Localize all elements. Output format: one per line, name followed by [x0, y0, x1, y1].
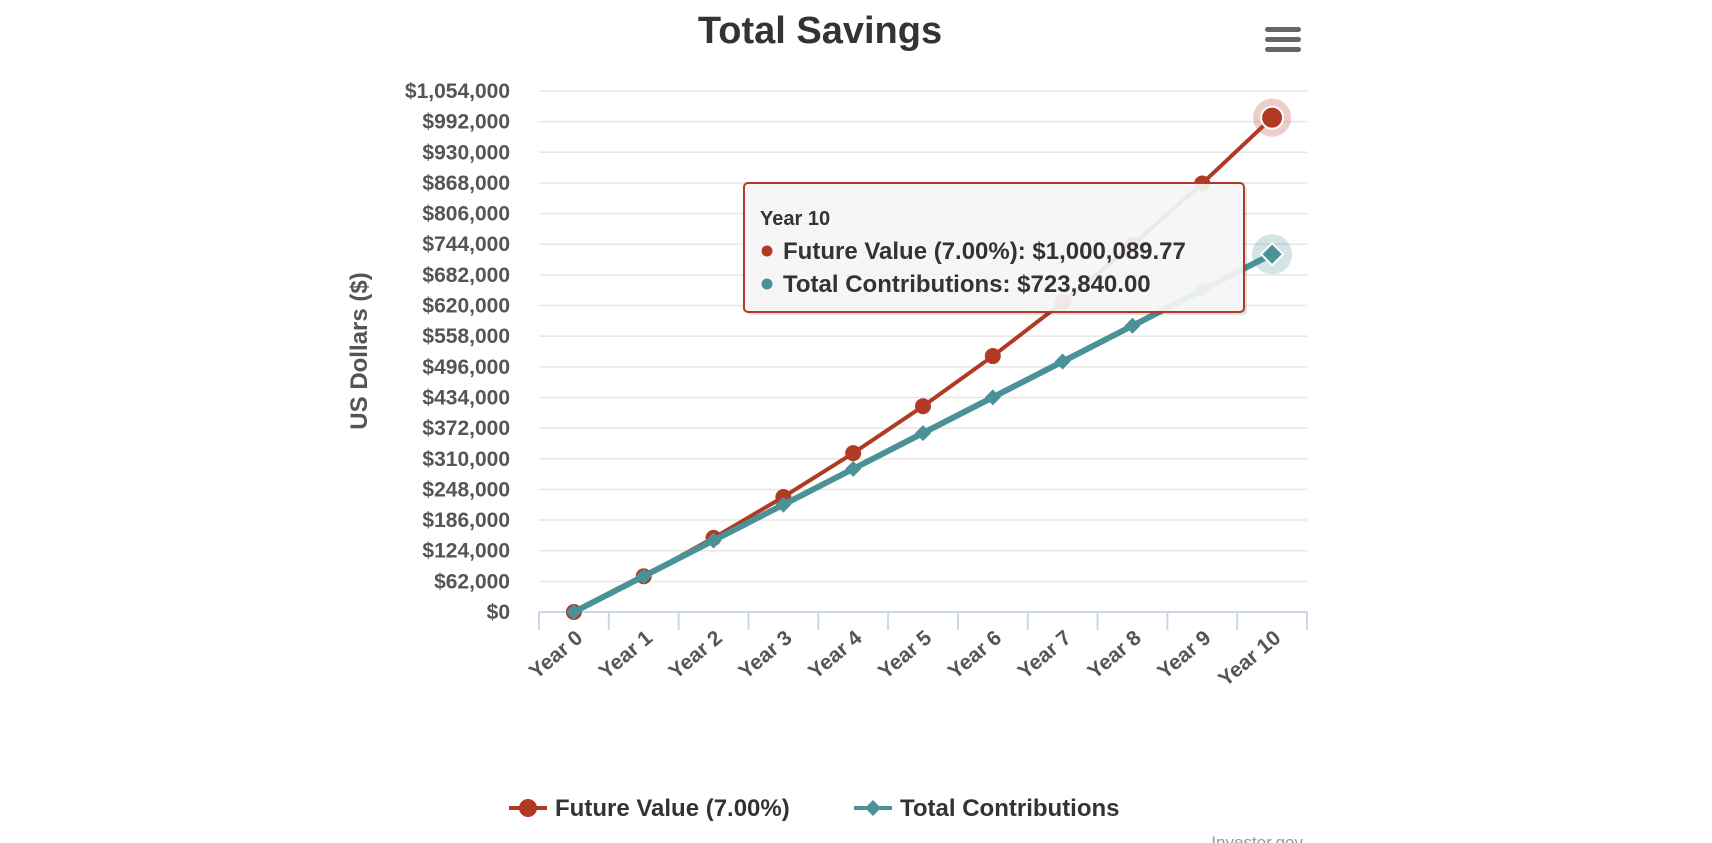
y-tick-label: $434,000	[422, 386, 510, 409]
legend-label: Total Contributions	[900, 795, 1120, 822]
y-axis-ticks: $0 $62,000 $124,000 $186,000 $248,000 $310,00…	[405, 80, 510, 624]
chart-title: Total Savings	[698, 10, 942, 52]
data-point	[845, 460, 862, 477]
x-tick-label: Year 10	[1214, 626, 1285, 691]
tooltip-label: Total Contributions: $723,840.00	[783, 271, 1151, 298]
x-tick-label: Year 8	[1083, 626, 1145, 684]
x-tick-label: Year 9	[1153, 626, 1215, 683]
legend-marker	[865, 800, 881, 816]
y-tick-label: $1,054,000	[405, 80, 510, 103]
tooltip-box	[743, 182, 1245, 313]
y-axis-label: US Dollars ($)	[346, 272, 373, 429]
x-axis: Year 0 Year 1 Year 2 Year 3 Year 4 Year 5 Year…	[525, 611, 1308, 691]
data-point	[565, 604, 582, 620]
y-tick-label: $682,000	[422, 264, 510, 287]
data-point	[1259, 241, 1285, 267]
y-tick-label: $310,000	[422, 448, 510, 471]
x-tick-label: Year 7	[1014, 626, 1076, 683]
y-tick-label: $558,000	[422, 325, 510, 348]
data-point	[775, 496, 792, 513]
tooltip-title: Year 10	[760, 208, 830, 230]
legend-marker	[519, 799, 537, 817]
legend: Future Value (7.00%) Total Contributions	[509, 795, 1120, 822]
y-tick-label: $868,000	[422, 172, 510, 195]
grid-lines	[539, 90, 1307, 583]
chart-menu-button[interactable]	[1250, 18, 1310, 64]
data-point	[1260, 105, 1285, 130]
data-point	[915, 398, 931, 415]
series-future-value	[565, 98, 1292, 620]
tooltip: Year 10 Future Value (7.00%): $1,000,089.…	[743, 182, 1247, 315]
y-tick-label: $62,000	[434, 570, 510, 593]
hamburger-menu-icon	[1265, 27, 1301, 52]
x-tick-label: Year 3	[734, 626, 796, 683]
y-tick-label: $806,000	[422, 203, 510, 226]
y-tick-label: $992,000	[422, 111, 510, 134]
y-tick-label: $248,000	[422, 478, 510, 501]
tooltip-bullet	[761, 245, 773, 257]
y-tick-label: $744,000	[422, 233, 510, 256]
legend-label: Future Value (7.00%)	[555, 795, 790, 822]
legend-item-future-value[interactable]: Future Value (7.00%)	[509, 795, 790, 822]
data-point	[1124, 317, 1141, 334]
y-tick-label: $620,000	[422, 295, 510, 318]
y-tick-label: $930,000	[422, 141, 510, 164]
x-tick-label: Year 4	[804, 626, 866, 684]
y-tick-label: $186,000	[422, 509, 510, 532]
x-tick-label: Year 2	[665, 626, 727, 683]
data-point	[915, 425, 931, 442]
series	[565, 98, 1293, 620]
y-tick-label: $372,000	[422, 417, 510, 440]
data-point	[984, 389, 1001, 406]
data-point	[705, 532, 722, 549]
y-tick-label: $0	[487, 601, 510, 624]
y-tick-label: $496,000	[422, 356, 510, 379]
y-tick-label: $124,000	[422, 540, 510, 563]
x-tick-label: Year 6	[944, 626, 1006, 683]
x-tick-label: Year 5	[874, 626, 936, 684]
x-tick-label: Year 0	[525, 626, 587, 683]
data-point	[1054, 353, 1071, 370]
data-point	[984, 348, 1001, 365]
credit-link[interactable]: Investor.gov	[1211, 833, 1303, 843]
tooltip-label: Future Value (7.00%): $1,000,089.77	[783, 238, 1186, 265]
data-point	[845, 445, 862, 462]
x-tick-label: Year 1	[595, 626, 657, 684]
legend-item-total-contributions[interactable]: Total Contributions	[854, 795, 1120, 822]
tooltip-bullet	[761, 278, 773, 290]
data-point	[635, 568, 652, 585]
series-total-contributions	[565, 234, 1293, 620]
